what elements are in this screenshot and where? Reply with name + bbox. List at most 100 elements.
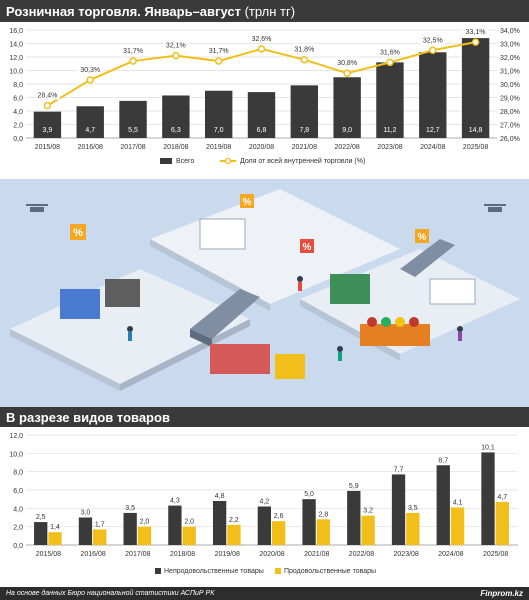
bar-total-label: 6,3 (171, 127, 181, 134)
brand-logo: Finprom.kz (480, 589, 523, 598)
bar-food-label: 3,2 (363, 508, 373, 515)
chart2-title: В разрезе видов товаров (6, 409, 170, 425)
y-tick-label: 10,0 (9, 69, 23, 76)
y2-tick-label: 27,0% (500, 123, 520, 130)
y-tick-label: 4,0 (13, 109, 23, 116)
escalator-icon (400, 239, 455, 277)
bar-food (361, 515, 375, 545)
footer-bar: На основе данных Бюро национальной стати… (0, 587, 529, 600)
bar-total (204, 90, 233, 138)
bar-food-label: 1,7 (95, 521, 105, 528)
bar-food (406, 512, 420, 545)
share-label: 31,8% (294, 47, 314, 54)
y2-tick-label: 26,0% (500, 136, 520, 143)
x-tick-label: 2018/08 (163, 144, 188, 151)
x-tick-label: 2020/08 (249, 144, 274, 151)
bar-total (290, 85, 319, 138)
x-tick-label: 2015/08 (35, 144, 60, 151)
shoppers-icon (127, 276, 463, 361)
x-tick-label: 2017/08 (125, 551, 150, 558)
x-tick-label: 2019/08 (206, 144, 231, 151)
bar-total (247, 92, 276, 138)
bar-total-label: 4,7 (85, 127, 95, 134)
fruit-stand-icon (360, 317, 430, 346)
x-tick-label: 2017/08 (120, 144, 145, 151)
bar-nonfood-label: 5,0 (304, 491, 314, 498)
retail-total-chart: 0,0 2,0 4,0 6,0 8,0 10,0 12,0 14,0 16,0 26,0% 27,0… (9, 26, 520, 165)
y2-tick-label: 30,0% (500, 82, 520, 89)
share-label-bg (420, 34, 446, 45)
x-tick-label: 2024/08 (438, 551, 463, 558)
share-label: 33,1% (466, 29, 486, 36)
share-label: 32,1% (166, 43, 186, 50)
bar-nonfood (481, 452, 495, 545)
share-point (343, 69, 351, 77)
bar-food-label: 4,1 (453, 499, 463, 506)
bar-food-label: 1,4 (50, 524, 60, 531)
bar-nonfood-label: 7,7 (394, 466, 404, 473)
clothing-rack-icon (210, 344, 305, 379)
legend-label-total: Всего (176, 158, 194, 165)
bar-nonfood-label: 5,9 (349, 483, 359, 490)
bar-food (272, 521, 286, 545)
share-point (86, 76, 94, 84)
escalator-icon (190, 289, 260, 347)
goods-type-chart: 0,0 2,0 4,0 6,0 8,0 10,0 12,0 2,5 1,4 2015/08 3,0 1… (9, 433, 518, 575)
legend-swatch-food (275, 568, 281, 574)
legend-swatch-share-point (224, 157, 232, 165)
share-label: 31,6% (380, 49, 400, 56)
bar-food-label: 2,8 (319, 511, 329, 518)
drone-icon (26, 204, 506, 212)
y2-tick-label: 28,0% (500, 109, 520, 116)
y-tick-label: 2,0 (13, 525, 23, 532)
bar-food-label: 4,7 (497, 494, 507, 501)
y-tick-label: 14,0 (9, 42, 23, 49)
share-point (386, 58, 394, 67)
bar-nonfood (34, 522, 48, 545)
svg-text:%: % (73, 227, 83, 239)
x-tick-label: 2015/08 (36, 551, 61, 558)
share-label: 32,5% (423, 37, 443, 44)
x-tick-label: 2016/08 (80, 551, 105, 558)
bar-nonfood (347, 490, 361, 545)
discount-sign-icon: % % % % (70, 194, 429, 253)
bar-total (376, 62, 404, 138)
x-tick-label: 2023/08 (377, 144, 402, 151)
x-tick-label: 2024/08 (420, 144, 445, 151)
bar-food (316, 519, 331, 545)
share-label-bg (206, 45, 232, 56)
share-label-bg (163, 39, 189, 50)
bar-nonfood-label: 4,2 (259, 499, 269, 506)
bar-total (419, 52, 447, 138)
chart1-title: Розничная торговля. Январь–август (6, 3, 241, 19)
y-tick-label: 2,0 (13, 123, 23, 130)
share-label: 32,6% (252, 36, 272, 43)
bar-total-label: 9,0 (342, 127, 352, 134)
bar-total (119, 100, 147, 138)
x-tick-label: 2023/08 (394, 551, 419, 558)
x-tick-label: 2021/08 (304, 551, 329, 558)
share-label-bg (120, 45, 146, 56)
share-point (172, 51, 180, 60)
bar-nonfood (123, 512, 137, 545)
share-label-bg (77, 63, 103, 74)
share-label-bg (291, 43, 317, 54)
legend-label-share: Доля от всей внутренней торговли (%) (240, 157, 365, 165)
bar-food (227, 524, 241, 545)
share-label-bg (334, 57, 360, 68)
bar-nonfood-label: 4,3 (170, 498, 180, 505)
y-tick-label: 12,0 (9, 55, 23, 62)
bar-total-label: 11,2 (383, 127, 396, 134)
legend-label-food: Продовольственные товары (284, 568, 376, 575)
bar-total-label: 3,9 (43, 127, 53, 134)
y-tick-label: 12,0 (9, 433, 23, 440)
bar-nonfood-label: 4,8 (215, 493, 225, 500)
legend-swatch-total (160, 158, 172, 164)
source-note: На основе данных Бюро национальной стати… (6, 590, 215, 597)
bar-total (461, 38, 490, 138)
bar-total (333, 77, 361, 138)
bar-nonfood (257, 506, 271, 545)
share-label: 31,7% (123, 48, 143, 55)
bar-total (76, 106, 104, 138)
share-label-bg (377, 46, 403, 57)
